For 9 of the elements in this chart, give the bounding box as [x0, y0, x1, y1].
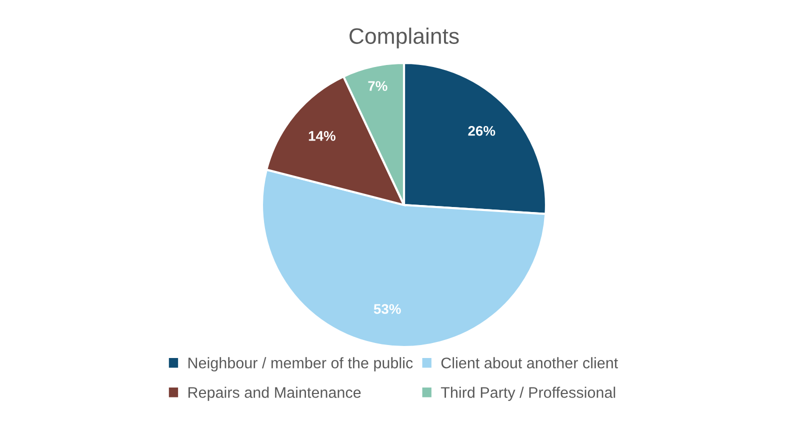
- legend-label: Repairs and Maintenance: [188, 386, 361, 401]
- data-label: 53%: [374, 304, 401, 314]
- legend-label: Neighbour / member of the public: [188, 357, 413, 372]
- data-label: 14%: [308, 131, 336, 141]
- legend-label: Client about another client: [441, 357, 618, 368]
- legend-label: Third Party / Proffessional: [440, 386, 616, 401]
- data-label: 26%: [468, 126, 496, 136]
- chart-title: Complaints: [350, 28, 459, 48]
- data-label: 7%: [368, 81, 388, 91]
